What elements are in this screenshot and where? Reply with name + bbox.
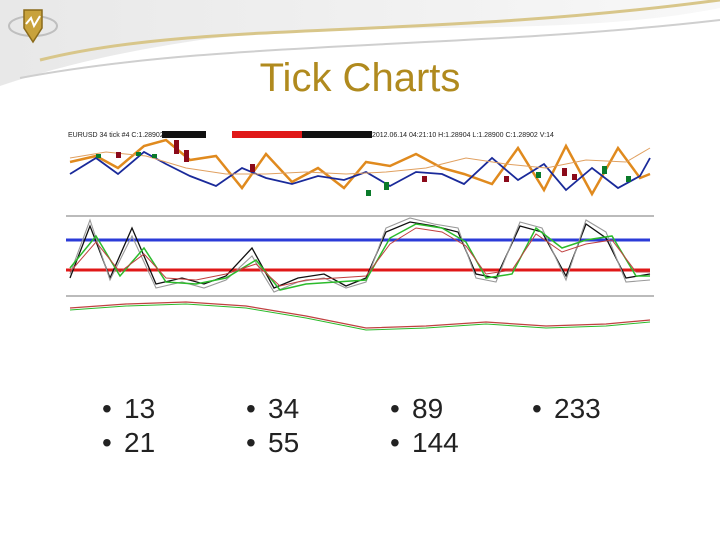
- svg-text:2012.06.14 04:21:10 H:1.28904: 2012.06.14 04:21:10 H:1.28904 L:1.28900 …: [372, 132, 554, 139]
- price-pane: [69, 138, 651, 197]
- bullet-item: • 13: [102, 393, 156, 424]
- logo-shield-icon: [8, 9, 58, 44]
- oscillator-pane: [66, 217, 651, 293]
- bullet-item: • 55: [246, 427, 300, 458]
- bullet-column-2: • 34 • 55: [246, 392, 299, 460]
- bullet-item: • 21: [102, 427, 156, 458]
- bullet-column-1: • 13 • 21: [102, 392, 155, 460]
- bullet-item: • 34: [246, 393, 300, 424]
- bullet-column-3: • 89 • 144: [390, 392, 459, 460]
- volume-pane: [69, 301, 651, 331]
- bullet-column-4: • 233: [532, 392, 601, 426]
- header-swoosh: [0, 0, 720, 86]
- slide-title: Tick Charts: [259, 56, 461, 100]
- bullet-item: • 233: [532, 393, 601, 424]
- bullet-item: • 89: [390, 393, 444, 424]
- bullet-item: • 144: [390, 427, 459, 458]
- chart-header-text: EURUSD 34 tick #4 C:1.28902: [68, 132, 164, 139]
- tick-chart-screenshot: EURUSD 34 tick #4 C:1.28902 2012.06.14 0…: [66, 128, 654, 336]
